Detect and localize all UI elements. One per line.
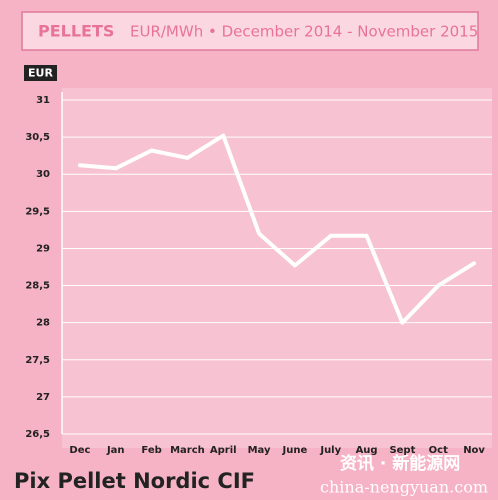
y-axis-label: EUR: [28, 67, 53, 80]
title-box: [21, 11, 479, 51]
x-tick-label: July: [319, 445, 341, 456]
x-tick-label: June: [282, 445, 308, 456]
plot-area: [62, 88, 492, 448]
y-tick-label: 30: [36, 169, 50, 180]
x-tick-label: Jan: [106, 445, 125, 456]
x-tick-label: Feb: [141, 445, 161, 456]
y-tick-label: 30,5: [25, 132, 50, 143]
x-tick-label: Nov: [463, 445, 485, 456]
y-tick-label: 29,5: [25, 206, 50, 217]
y-tick-label: 31: [36, 95, 50, 106]
y-tick-label: 26,5: [25, 429, 50, 440]
watermark: 资讯 · 新能源网: [340, 453, 460, 474]
chart-title: PELLETS: [38, 22, 114, 41]
x-tick-label: March: [170, 445, 205, 456]
y-tick-label: 29: [36, 243, 50, 254]
y-tick-label: 28,5: [25, 281, 50, 292]
chart-subtitle: EUR/MWh • December 2014 - November 2015: [130, 23, 478, 41]
line: [77, 133, 477, 325]
footer: Pix Pellet Nordic CIF: [14, 469, 255, 493]
x-tick-label: April: [210, 445, 237, 456]
y-label-box: [24, 65, 57, 81]
x-tick-label: May: [248, 445, 271, 456]
x-tick-label: Aug: [356, 445, 378, 456]
y-tick-label: 27: [36, 392, 50, 403]
x-tick-label: Sept: [389, 445, 415, 456]
y-tick-label: 27,5: [25, 355, 50, 366]
x-tick-label: Dec: [69, 445, 90, 456]
y-tick-label: 28: [36, 318, 50, 329]
x-tick-label: Oct: [429, 445, 448, 456]
watermark: china-nengyuan.com: [320, 478, 488, 497]
